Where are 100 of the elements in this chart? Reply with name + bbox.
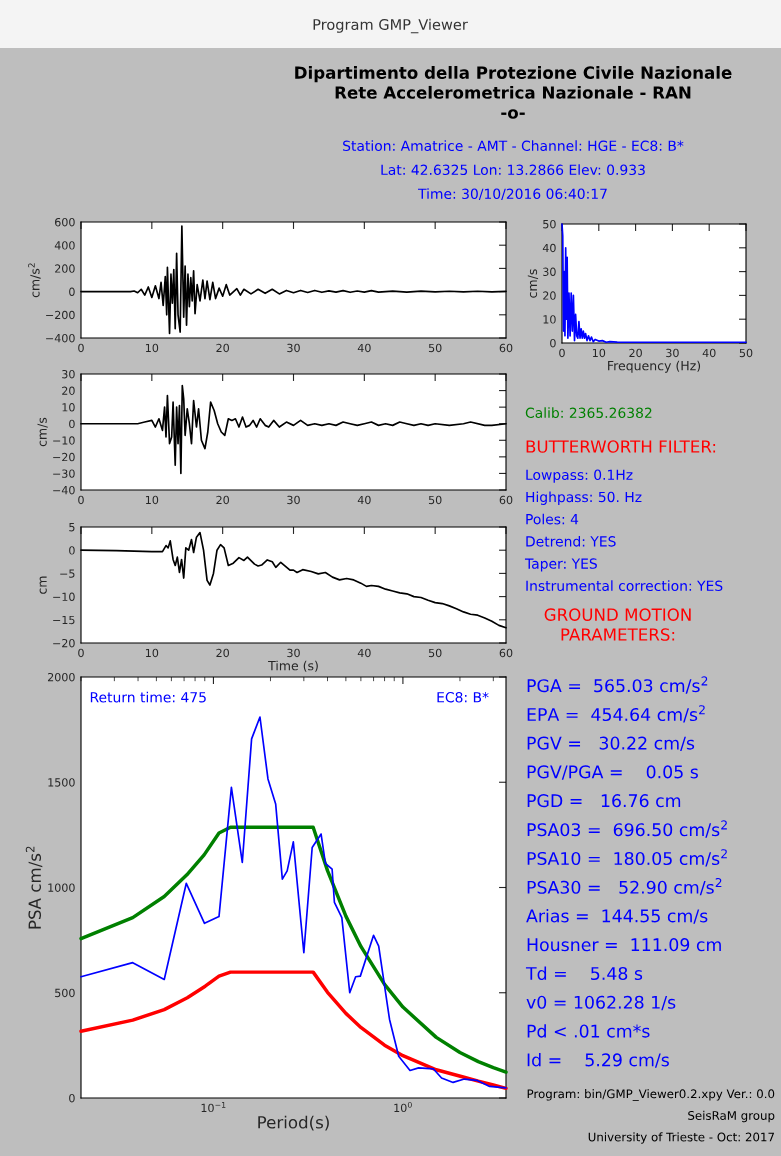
x-tick-label: 30 <box>287 343 300 353</box>
text: Time: 30/10/2016 06:40:17 <box>418 188 607 201</box>
y-tick-label: −15 <box>53 615 75 625</box>
x-tick-label: 50 <box>428 343 442 353</box>
y-tick-label: 20 <box>543 291 556 300</box>
x-tick-label: 60 <box>499 648 513 658</box>
y-tick-label: 500 <box>55 988 75 998</box>
text: Instrumental correction: YES <box>526 580 723 592</box>
x-tick-label: 10 <box>145 343 159 353</box>
y-axis-title: cm/s$^{2}$ <box>28 263 41 298</box>
x-tick-label: 40 <box>357 495 371 505</box>
text: BUTTERWORTH FILTER: <box>526 440 716 453</box>
x-axis-title: Time (s) <box>268 660 318 672</box>
text: Id = 5.29 cm/s <box>527 1053 669 1068</box>
y-tick-label: 1000 <box>48 883 75 892</box>
y-tick-label: 30 <box>543 267 556 276</box>
y-tick-label: 600 <box>55 217 75 227</box>
y-tick-label: −30 <box>53 469 75 478</box>
x-axis-title: Frequency (Hz) <box>608 360 701 373</box>
y-axis-title: cm/s <box>37 417 48 447</box>
text: Poles: 4 <box>526 513 579 525</box>
y-tick-label: −40 <box>53 485 75 495</box>
x-axis-title: Period(s) <box>258 1115 329 1131</box>
x-tick-label: 0 <box>559 348 565 358</box>
x-tick-label: 10$^{0}$ <box>394 1101 412 1113</box>
text: SeisRaM group <box>688 1110 775 1123</box>
x-tick-label: 50 <box>428 495 442 505</box>
text: PGV/PGA = 0.05 s <box>527 765 698 780</box>
y-tick-label: 0 <box>69 287 75 296</box>
text: Calib: 2365.26382 <box>525 407 652 419</box>
text: Dipartimento della Protezione Civile Nazionale Rete Accelerometrica Nazionale - RAN -o- <box>295 66 732 119</box>
x-tick-label: 10$^{−1}$ <box>201 1102 226 1113</box>
y-tick-label: 2000 <box>47 672 75 682</box>
y-axis-title: PSA cm/s$^{2}$ <box>25 846 43 929</box>
y-tick-label: 0 <box>69 546 75 555</box>
text: PGV = 30.22 cm/s <box>527 736 695 751</box>
text: Program: bin/GMP_Viewer0.2.xpy Ver.: 0.0 <box>527 1089 775 1101</box>
y-tick-label: 20 <box>62 386 75 395</box>
y-tick-label: 200 <box>55 264 75 273</box>
y-axis-title: cm/s <box>527 269 539 298</box>
text: Arias = 144.55 cm/s <box>526 909 708 924</box>
x-tick-label: 20 <box>629 348 642 358</box>
annotation: Return time: 475 <box>90 691 206 703</box>
text: EPA = 454.64 cm/s$^{2}$ <box>527 705 705 723</box>
y-tick-label: 50 <box>543 219 556 229</box>
text: PSA03 = 696.50 cm/s$^{2}$ <box>527 820 727 838</box>
text: GROUND MOTION PARAMETERS: <box>544 608 691 641</box>
y-tick-label: 30 <box>62 369 75 379</box>
x-tick-label: 10 <box>145 648 159 658</box>
y-tick-label: −20 <box>53 452 75 462</box>
annotation: EC8: B* <box>437 691 489 703</box>
x-tick-label: 50 <box>739 348 753 358</box>
y-tick-label: −5 <box>60 569 75 578</box>
text: Housner = 111.09 cm <box>527 938 721 952</box>
x-tick-label: 40 <box>702 348 716 358</box>
x-tick-label: 60 <box>499 343 513 353</box>
y-tick-label: −10 <box>53 592 75 601</box>
text: Highpass: 50. Hz <box>526 491 642 505</box>
y-tick-label: 0 <box>69 1093 75 1103</box>
x-tick-label: 30 <box>287 495 300 505</box>
y-tick-label: −400 <box>46 333 75 343</box>
x-tick-label: 20 <box>216 648 229 658</box>
text: PGA = 565.03 cm/s$^{2}$ <box>527 676 708 694</box>
y-tick-label: 40 <box>542 243 556 253</box>
x-tick-label: 20 <box>216 343 229 353</box>
text: Taper: YES <box>524 558 597 572</box>
y-tick-label: 10 <box>62 403 75 412</box>
text: Detrend: YES <box>526 535 616 547</box>
x-tick-label: 30 <box>287 648 300 658</box>
text: v0 = 1062.28 1/s <box>526 995 676 1011</box>
text: PGD = 16.76 cm <box>527 794 681 808</box>
y-tick-label: 0 <box>69 419 75 429</box>
x-tick-label: 30 <box>666 348 679 358</box>
y-tick-label: 5 <box>69 523 75 532</box>
x-tick-label: 40 <box>357 343 371 353</box>
y-tick-label: 1500 <box>48 778 75 787</box>
x-tick-label: 40 <box>357 648 371 658</box>
text: University of Trieste - Oct: 2017 <box>588 1132 774 1144</box>
text: Pd < .01 cm*s <box>527 1024 650 1038</box>
x-tick-label: 60 <box>499 495 513 505</box>
y-tick-label: 10 <box>543 315 556 324</box>
text: PSA10 = 180.05 cm/s$^{2}$ <box>527 849 727 867</box>
y-tick-label: −10 <box>53 436 75 445</box>
text: Program GMP_Viewer <box>313 18 468 34</box>
x-tick-label: 0 <box>78 495 84 505</box>
text: Lowpass: 0.1Hz <box>526 469 633 483</box>
text: Station: Amatrice - AMT - Channel: HGE - EC8: B* <box>343 140 684 152</box>
line-series <box>80 225 507 335</box>
text: Lat: 42.6325 Lon: 13.2866 Elev: 0.933 <box>381 164 645 176</box>
x-tick-label: 0 <box>78 648 84 658</box>
x-tick-label: 10 <box>145 495 159 505</box>
text: Td = 5.48 s <box>525 966 643 981</box>
x-tick-label: 0 <box>78 343 84 353</box>
x-tick-label: 10 <box>592 348 606 358</box>
x-tick-label: 50 <box>428 648 442 658</box>
x-tick-label: 20 <box>216 495 229 505</box>
y-axis-title: cm <box>39 576 47 594</box>
text: PSA30 = 52.90 cm/s$^{2}$ <box>527 877 722 896</box>
y-tick-label: −20 <box>53 638 75 648</box>
line-series <box>561 223 747 344</box>
